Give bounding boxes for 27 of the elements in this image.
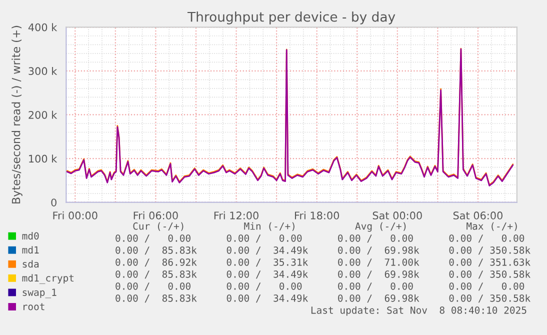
- y-tick-label: 400 k: [28, 23, 58, 32]
- x-tick-label: Sat 06:00: [453, 212, 502, 220]
- text: 0.00 / 0.00 0.00 / 0.00 0.00 / 0.00 0.00 / 0.00: [116, 282, 524, 291]
- text: Last update: Sat Nov 8 08:40:10 2025: [311, 306, 526, 316]
- text: Cur (-/+) Min (-/+) Avg (-/+) Max (-/+): [133, 222, 517, 232]
- x-tick-label: Fri 06:00: [134, 211, 178, 220]
- text: 0.00 / 85.83k 0.00 / 34.49k 0.00 / 69.98k 0.00 / 350.58k: [116, 270, 530, 279]
- y-tick-label: 300 k: [28, 66, 58, 76]
- y-tick-label: 100 k: [29, 154, 58, 163]
- legend-label: md1: [22, 246, 39, 254]
- y-tick-label: 0: [51, 198, 56, 206]
- y-axis-title: Bytes/second read (-) / write (+): [12, 26, 22, 204]
- legend-label: sda: [22, 260, 39, 268]
- text: 0.00 / 85.83k 0.00 / 34.49k 0.00 / 69.98k 0.00 / 350.58k: [116, 294, 530, 303]
- legend-label: md1_crypt: [22, 274, 74, 284]
- legend-label: md0: [22, 232, 39, 240]
- y-tick-label: 200 k: [28, 110, 58, 119]
- legend-label: root: [24, 303, 44, 310]
- x-tick-label: Fri 18:00: [294, 211, 340, 220]
- x-tick-label: Fri 00:00: [53, 211, 98, 220]
- legend-label: swap_1: [22, 288, 56, 298]
- text: 0.00 / 0.00 0.00 / 0.00 0.00 / 0.00 0.00 / 0.00: [116, 234, 524, 243]
- x-tick-label: Fri 12:00: [214, 211, 258, 220]
- chart-title: Throughput per device - by day: [187, 12, 396, 24]
- text: 0.00 / 85.83k 0.00 / 34.49k 0.00 / 69.98k 0.00 / 350.58k: [116, 246, 530, 255]
- text: 0.00 / 86.92k 0.00 / 35.31k 0.00 / 71.00k 0.00 / 351.63k: [116, 258, 530, 267]
- x-tick-label: Sat 00:00: [372, 212, 422, 220]
